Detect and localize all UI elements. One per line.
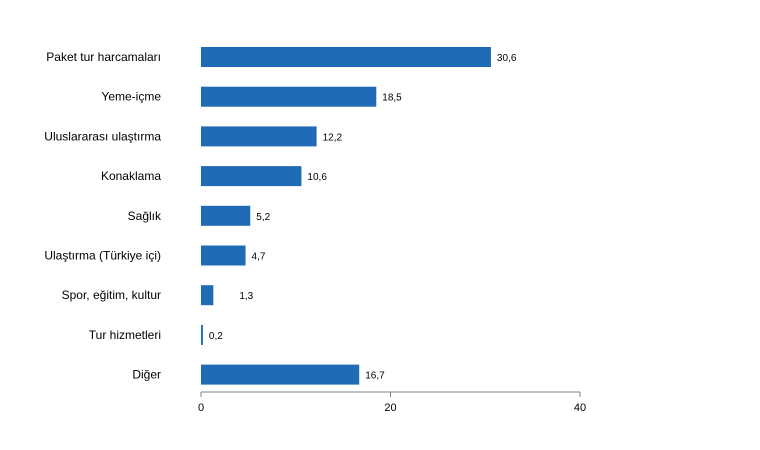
bar-7 (201, 324, 203, 345)
bar-0 (201, 47, 491, 67)
bar-8 (201, 364, 360, 385)
bar-1 (201, 86, 377, 107)
category-label-3: Konaklama (101, 169, 161, 183)
bar-5 (201, 245, 246, 266)
category-label-5: Ulaştırma (Türkiye içi) (44, 249, 161, 263)
category-label-2: Uluslararası ulaştırma (44, 129, 161, 143)
bars-group: Paket tur harcamaları 30,6 Yeme-içme 18,5 Ul… (44, 47, 517, 385)
category-label-0: Paket tur harcamaları (46, 50, 161, 64)
category-label-7: Tur hizmetleri (89, 328, 161, 342)
value-label-2: 12,2 (323, 132, 343, 143)
value-label-1: 18,5 (382, 93, 402, 104)
bar-6 (201, 285, 214, 306)
category-label-4: Sağlık (128, 209, 162, 223)
value-label-5: 4,7 (252, 252, 266, 263)
value-label-6: 1,3 (239, 291, 253, 302)
value-label-3: 10,6 (307, 172, 327, 183)
bar-3 (201, 166, 302, 187)
bar-2 (201, 126, 317, 147)
x-tick-label-1: 20 (384, 402, 396, 414)
x-tick-label-0: 0 (198, 402, 204, 414)
category-label-1: Yeme-içme (101, 90, 161, 104)
value-label-0: 30,6 (497, 53, 517, 64)
value-label-4: 5,2 (256, 212, 270, 223)
category-label-6: Spor, eğitim, kultur (62, 288, 161, 302)
category-label-8: Diğer (132, 368, 161, 382)
bar-4 (201, 205, 251, 226)
value-label-7: 0,2 (209, 331, 223, 342)
x-tick-label-2: 40 (574, 402, 586, 414)
x-axis: 0 20 40 (198, 391, 586, 414)
value-label-8: 16,7 (365, 371, 385, 382)
